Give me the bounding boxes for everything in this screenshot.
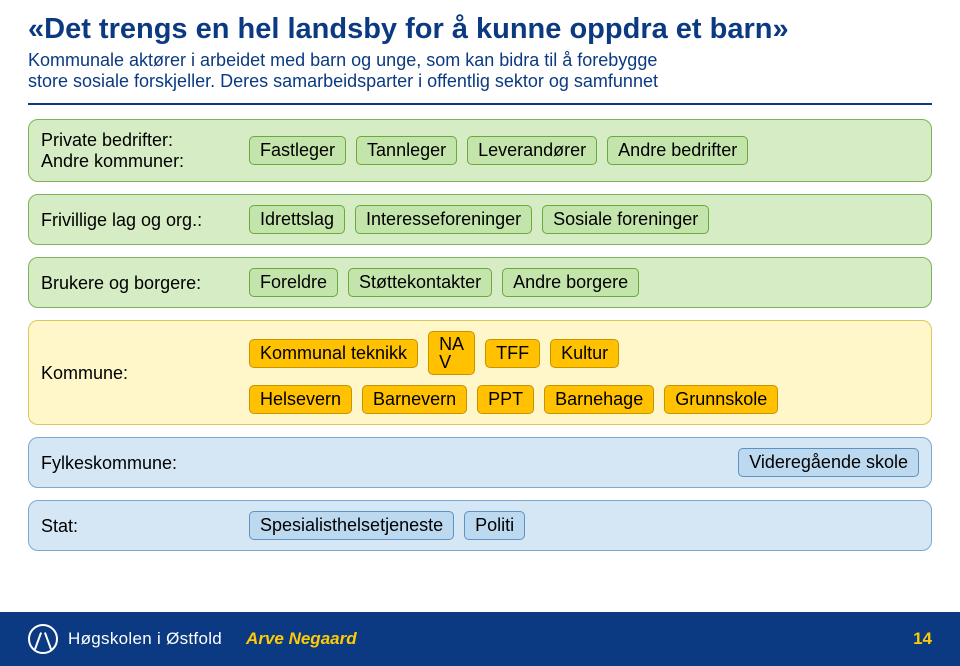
block-stat: Stat: Spesialisthelsetjeneste Politi: [28, 500, 932, 551]
kommune-row-1: Kommunal teknikk NA V TFF Kultur: [249, 331, 619, 375]
chip-nav: NA V: [428, 331, 475, 375]
chip-kultur: Kultur: [550, 339, 619, 368]
chips-fylke: Videregående skole: [738, 448, 919, 477]
block-label-stat: Stat:: [41, 516, 237, 537]
block-frivillige: Frivillige lag og org.: Idrettslag Inter…: [28, 194, 932, 245]
block-label-fylke: Fylkeskommune:: [41, 453, 237, 474]
label-private-1: Private bedrifter:: [41, 130, 173, 150]
chip-andre-bedrifter: Andre bedrifter: [607, 136, 748, 165]
chip-grunnskole: Grunnskole: [664, 385, 778, 414]
subtitle-line-1: Kommunale aktører i arbeidet med barn og…: [28, 50, 657, 70]
footer-logo: Høgskolen i Østfold: [28, 624, 222, 654]
logo-icon: [28, 624, 58, 654]
chip-spesialisthelsetjeneste: Spesialisthelsetjeneste: [249, 511, 454, 540]
chip-barnehage: Barnehage: [544, 385, 654, 414]
chip-leverandorer: Leverandører: [467, 136, 597, 165]
page-title: «Det trengs en hel landsby for å kunne o…: [28, 14, 932, 46]
chips-stat: Spesialisthelsetjeneste Politi: [249, 511, 525, 540]
chip-videregaende: Videregående skole: [738, 448, 919, 477]
chip-barnevern: Barnevern: [362, 385, 467, 414]
chip-tannleger: Tannleger: [356, 136, 457, 165]
block-label-private: Private bedrifter: Andre kommuner:: [41, 130, 237, 171]
chip-kommunal-teknikk: Kommunal teknikk: [249, 339, 418, 368]
footer-author: Arve Negaard: [246, 629, 357, 649]
chips-frivillige: Idrettslag Interesseforeninger Sosiale f…: [249, 205, 709, 234]
block-kommune: Kommune: Kommunal teknikk NA V TFF Kultu…: [28, 320, 932, 425]
block-fylke: Fylkeskommune: Videregående skole: [28, 437, 932, 488]
block-label-kommune: Kommune:: [41, 363, 237, 384]
kommune-row-2: Helsevern Barnevern PPT Barnehage Grunns…: [249, 385, 778, 414]
page-subtitle: Kommunale aktører i arbeidet med barn og…: [28, 50, 932, 93]
label-private-2: Andre kommuner:: [41, 151, 184, 171]
block-label-brukere: Brukere og borgere:: [41, 273, 237, 294]
chip-fastleger: Fastleger: [249, 136, 346, 165]
chip-tff: TFF: [485, 339, 540, 368]
title-rule: [28, 103, 932, 105]
slide-page: «Det trengs en hel landsby for å kunne o…: [0, 0, 960, 666]
chip-interesseforeninger: Interesseforeninger: [355, 205, 532, 234]
chip-sosiale-foreninger: Sosiale foreninger: [542, 205, 709, 234]
block-brukere: Brukere og borgere: Foreldre Støttekonta…: [28, 257, 932, 308]
chips-kommune: Kommunal teknikk NA V TFF Kultur Helseve…: [249, 331, 778, 414]
chip-stottekontakter: Støttekontakter: [348, 268, 492, 297]
chip-ppt: PPT: [477, 385, 534, 414]
chip-foreldre: Foreldre: [249, 268, 338, 297]
chip-politi: Politi: [464, 511, 525, 540]
chip-helsevern: Helsevern: [249, 385, 352, 414]
footer-bar: Høgskolen i Østfold Arve Negaard 14: [0, 612, 960, 666]
subtitle-line-2: store sosiale forskjeller. Deres samarbe…: [28, 71, 658, 91]
block-label-frivillige: Frivillige lag og org.:: [41, 210, 237, 231]
chip-idrettslag: Idrettslag: [249, 205, 345, 234]
chip-andre-borgere: Andre borgere: [502, 268, 639, 297]
chips-brukere: Foreldre Støttekontakter Andre borgere: [249, 268, 639, 297]
chips-private: Fastleger Tannleger Leverandører Andre b…: [249, 136, 748, 165]
footer-pagenum: 14: [913, 629, 932, 649]
block-private: Private bedrifter: Andre kommuner: Fastl…: [28, 119, 932, 182]
footer-org: Høgskolen i Østfold: [68, 629, 222, 649]
